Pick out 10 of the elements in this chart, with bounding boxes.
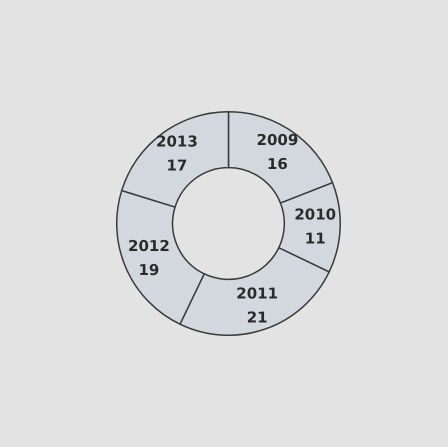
slice-label: 2013 xyxy=(156,132,198,151)
data-label: 19 xyxy=(138,261,160,280)
data-label: 21 xyxy=(246,308,268,326)
data-label: 11 xyxy=(304,230,326,248)
slice-label: 2010 xyxy=(294,206,336,224)
slice-label: 2009 xyxy=(256,130,298,149)
data-label: 17 xyxy=(166,156,188,175)
slice-label: 2011 xyxy=(236,284,278,302)
slice-label: 2012 xyxy=(128,237,170,256)
data-label: 16 xyxy=(266,154,288,173)
